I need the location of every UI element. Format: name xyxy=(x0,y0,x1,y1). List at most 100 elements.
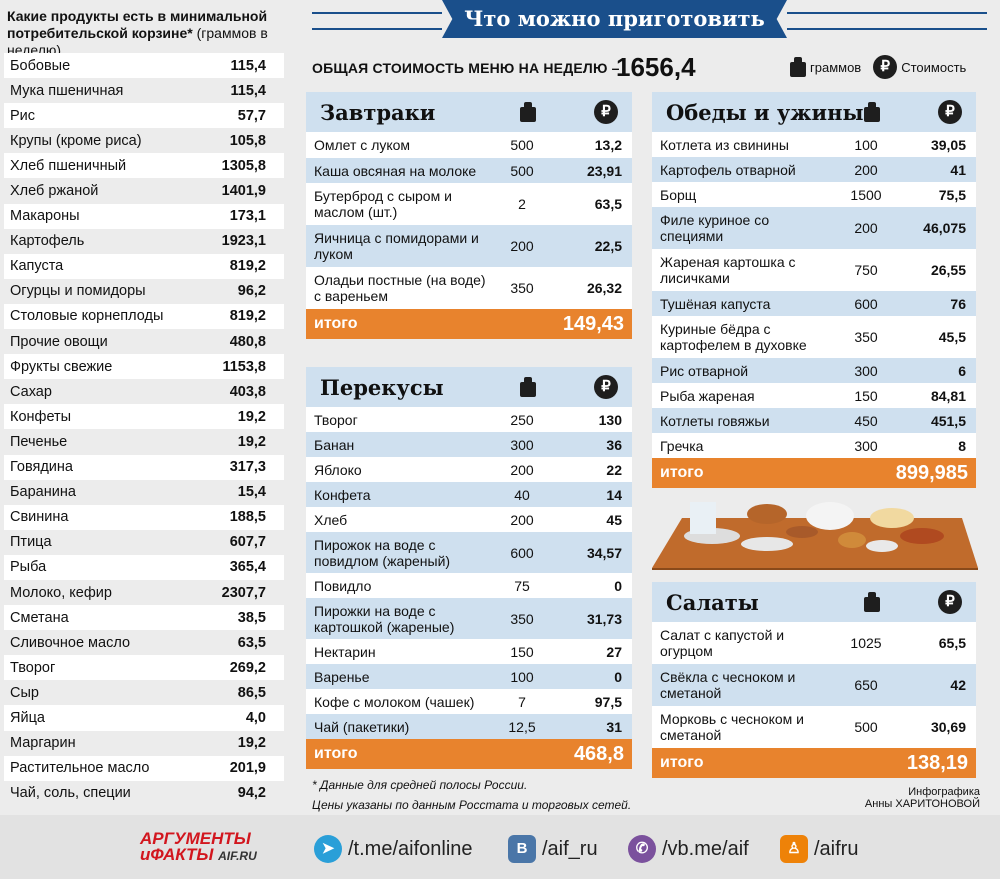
aif-logo[interactable]: АРГУМЕНТЫ иФАКТЫ AIF.RU xyxy=(140,829,290,867)
table-row: Филе куриное со специями 200 46,075 xyxy=(652,207,976,249)
basket-item-value: 819,2 xyxy=(229,308,266,325)
dish-grams: 100 xyxy=(854,136,878,153)
total-text: итого xyxy=(314,745,358,762)
snacks-total: итого 468,8 xyxy=(306,739,632,769)
table-dinners: Обеды и ужины ₽ Котлета из свинины 100 39,05… xyxy=(652,92,976,488)
basket-item-value: 115,4 xyxy=(230,57,267,74)
table-row: Омлет с луком 500 13,2 xyxy=(306,132,632,158)
food-illustration xyxy=(652,502,978,570)
vk-text: /aif_ru xyxy=(542,837,598,860)
banner-title: Что можно приготовить xyxy=(442,0,787,38)
basket-item-value: 201,9 xyxy=(229,760,266,777)
dish-cost: 30,69 xyxy=(930,719,966,735)
basket-row: Печенье 19,2 xyxy=(4,429,284,454)
dish-grams: 300 xyxy=(854,437,878,454)
table-row: Нектарин 150 27 xyxy=(306,639,632,664)
dish-name: Бутерброд с сыром и маслом (шт.) xyxy=(314,188,452,220)
dish-grams: 100 xyxy=(510,668,534,685)
dish-cost: 41 xyxy=(950,161,966,178)
total-text: итого xyxy=(660,754,704,771)
dish-name: Чай (пакетики) xyxy=(314,718,410,735)
basket-item-value: 19,2 xyxy=(237,735,266,752)
telegram-link[interactable]: ➤ /t.me/aifonline xyxy=(314,835,473,863)
banner: Что можно приготовить xyxy=(312,0,1000,48)
dish-name: Омлет с луком xyxy=(314,137,411,153)
table-row: Чай (пакетики) 12,5 31 xyxy=(306,714,632,739)
basket-list: Бобовые 115,4 Мука пшеничная 115,4 Рис 57,7 Кр… xyxy=(4,53,284,806)
dish-name: Гречка xyxy=(660,437,704,454)
weight-icon xyxy=(790,57,806,77)
basket-item-name: Макароны xyxy=(10,208,80,225)
credit: Инфографика Анны ХАРИТОНОВОЙ xyxy=(820,786,980,810)
basket-row: Хлеб ржаной 1401,9 xyxy=(4,178,284,203)
logo-line1: АРГУМЕНТЫ xyxy=(140,829,251,848)
dish-cost: 0 xyxy=(614,668,622,685)
table-row: Тушёная капуста 600 76 xyxy=(652,291,976,316)
basket-item-name: Крупы (кроме риса) xyxy=(10,132,142,149)
viber-link[interactable]: ✆ /vb.me/aif xyxy=(628,835,749,863)
total-amount: 138,19 xyxy=(906,751,968,774)
table-row: Жареная картошка с лисичками 750 26,55 xyxy=(652,249,976,291)
dish-grams: 200 xyxy=(854,161,878,178)
basket-item-value: 19,2 xyxy=(237,433,266,450)
table-row: Котлеты говяжьи 450 451,5 xyxy=(652,408,976,433)
breakfast-total: итого 149,43 xyxy=(306,309,632,339)
footer: АРГУМЕНТЫ иФАКТЫ AIF.RU ➤ /t.me/aifonline… xyxy=(0,815,1000,879)
legend-grams: граммов xyxy=(810,59,862,75)
basket-item-value: 173,1 xyxy=(229,208,266,225)
total-value: 1656,4 xyxy=(616,52,696,82)
table-row: Хлеб 200 45 xyxy=(306,507,632,532)
table-row: Яблоко 200 22 xyxy=(306,457,632,482)
basket-item-name: Сыр xyxy=(10,684,39,701)
snacks-rows: Творог 250 130 Банан 300 36 Яблоко 200 22 Конфета… xyxy=(306,407,632,739)
basket-row: Свинина 188,5 xyxy=(4,504,284,530)
telegram-text: /t.me/aifonline xyxy=(348,837,473,860)
table-row: Свёкла с чесноком и сметаной 650 42 xyxy=(652,664,976,706)
dish-cost: 75,5 xyxy=(938,186,966,203)
table-row: Рис отварной 300 6 xyxy=(652,358,976,383)
dish-grams: 200 xyxy=(510,511,534,528)
vk-icon: B xyxy=(508,835,536,863)
basket-item-name: Огурцы и помидоры xyxy=(10,283,146,300)
dish-grams: 750 xyxy=(854,262,878,278)
table-row: Бутерброд с сыром и маслом (шт.) 2 63,5 xyxy=(306,183,632,225)
basket-row: Говядина 317,3 xyxy=(4,454,284,480)
dish-grams: 1025 xyxy=(850,635,882,651)
viber-text: /vb.me/aif xyxy=(662,837,749,860)
ok-link[interactable]: ♙ /aifru xyxy=(780,835,858,863)
dish-name: Жареная картошка с лисичками xyxy=(660,254,796,286)
dish-grams: 600 xyxy=(854,295,878,312)
dish-name: Каша овсяная на молоке xyxy=(314,162,477,179)
salads-rows: Салат с капустой и огурцом 1025 65,5 Свёкла… xyxy=(652,622,976,748)
basket-row: Растительное масло 201,9 xyxy=(4,755,284,781)
total-amount: 468,8 xyxy=(573,742,624,765)
dish-grams: 500 xyxy=(510,137,534,153)
basket-item-name: Маргарин xyxy=(10,735,76,752)
basket-item-name: Прочие овощи xyxy=(10,333,108,350)
dish-name: Пирожок на воде с повидлом (жареный) xyxy=(314,536,451,569)
dish-grams: 75 xyxy=(514,577,530,594)
footnote-line2: Цены указаны по данным Росстата и торгов… xyxy=(312,798,632,812)
basket-row: Огурцы и помидоры 96,2 xyxy=(4,279,284,304)
dish-grams: 350 xyxy=(854,329,878,345)
dish-name: Рыба жареная xyxy=(660,387,755,404)
basket-row: Рис 57,7 xyxy=(4,103,284,129)
dish-name: Куриные бёдра с картофелем в духовке xyxy=(660,321,807,353)
basket-item-value: 2307,7 xyxy=(221,584,266,601)
table-row: Гречка 300 8 xyxy=(652,433,976,458)
dish-name: Котлета из свинины xyxy=(660,136,789,153)
basket-item-name: Рис xyxy=(10,107,36,124)
basket-row: Крупы (кроме риса) 105,8 xyxy=(4,128,284,153)
basket-item-name: Мука пшеничная xyxy=(10,82,124,99)
table-row: Борщ 1500 75,5 xyxy=(652,182,976,207)
dish-cost: 22,5 xyxy=(594,238,622,254)
dish-grams: 200 xyxy=(510,461,534,478)
dish-name: Конфета xyxy=(314,486,371,503)
basket-item-name: Конфеты xyxy=(10,408,72,425)
dish-cost: 26,32 xyxy=(586,280,622,296)
total-label: ОБЩАЯ СТОИМОСТЬ МЕНЮ НА НЕДЕЛЮ – xyxy=(312,60,620,76)
basket-item-value: 96,2 xyxy=(237,283,266,300)
vk-link[interactable]: B/aif_ru xyxy=(508,835,598,863)
dish-name: Борщ xyxy=(660,186,697,203)
dish-grams: 40 xyxy=(514,486,530,503)
